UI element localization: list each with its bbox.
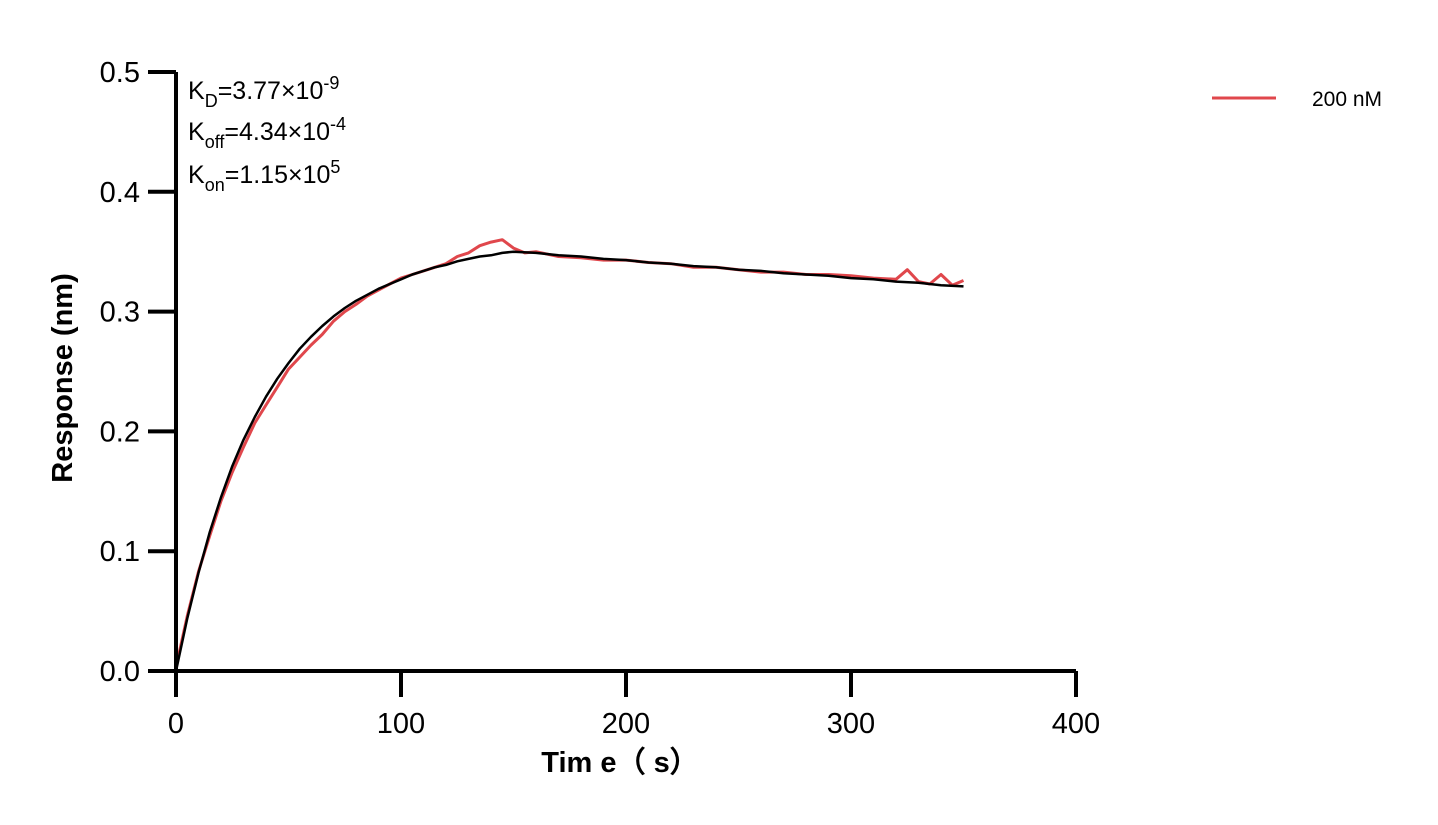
x-tick-label: 400 xyxy=(1052,708,1100,740)
y-axis-title: Response (nm) xyxy=(47,273,79,482)
y-tick-label: 0.5 xyxy=(100,57,140,89)
koff-annotation: Koff=4.34×10-4 xyxy=(188,114,346,152)
plot-area xyxy=(174,238,965,672)
x-axis-ticks: 0 100 200 300 400 xyxy=(168,671,1100,740)
x-tick-label: 0 xyxy=(168,708,184,740)
kon-annotation: Kon=1.15×105 xyxy=(188,157,340,195)
y-axis-ticks: 0.0 0.1 0.2 0.3 0.4 0.5 xyxy=(100,57,176,688)
legend-label-200nm: 200 nM xyxy=(1312,88,1382,111)
fit-curve-line xyxy=(174,250,964,672)
x-tick-label: 200 xyxy=(602,708,650,740)
y-tick-label: 0.4 xyxy=(100,177,140,209)
series-line-200nm xyxy=(174,238,965,668)
y-tick-label: 0.2 xyxy=(100,416,140,448)
x-axis-title: Tim e（ s） xyxy=(541,746,698,779)
y-tick-label: 0.3 xyxy=(100,297,140,329)
y-tick-label: 0.0 xyxy=(100,656,140,688)
kd-annotation: KD=3.77×10-9 xyxy=(188,73,339,111)
x-tick-label: 300 xyxy=(827,708,875,740)
y-tick-label: 0.1 xyxy=(100,536,140,568)
x-tick-label: 100 xyxy=(377,708,425,740)
legend: 200 nM xyxy=(1212,88,1382,111)
